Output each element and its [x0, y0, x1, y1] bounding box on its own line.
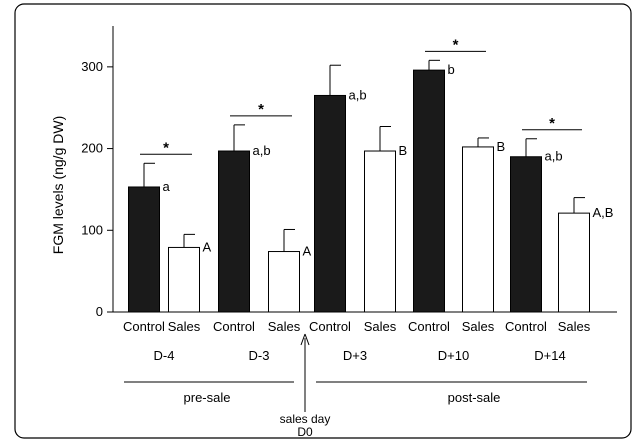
bar-control — [218, 150, 250, 313]
bar-letter: B — [399, 143, 408, 158]
bar-control — [128, 186, 160, 313]
x-category-label: Sales — [364, 319, 397, 334]
x-category-label: Sales — [558, 319, 591, 334]
outer-border — [14, 3, 632, 439]
y-axis-label: FGM levels (ng/g DW) — [50, 116, 66, 254]
sales-day-arrow-head — [300, 333, 310, 346]
y-tick-label: 200 — [81, 141, 103, 156]
bar-sales — [268, 251, 300, 313]
x-category-label: Sales — [462, 319, 495, 334]
bar-letter: a,b — [349, 87, 367, 102]
bar-letter: b — [448, 62, 455, 77]
significance-marker: * — [453, 36, 459, 53]
plot-area: 0 100 200 300 a Control A Sales D-4 a,b Control A Sa… — [81, 26, 617, 439]
bar-letter: a,b — [545, 149, 563, 164]
sales-day-label: sales day — [280, 412, 331, 426]
y-tick-label: 0 — [96, 304, 103, 319]
bar-control — [510, 156, 542, 313]
x-category-label: Control — [213, 319, 255, 334]
sales-day-sublabel: D0 — [297, 425, 313, 439]
bar-letter: A — [203, 239, 212, 254]
x-category-label: Control — [123, 319, 165, 334]
bar-letter: A — [303, 244, 312, 259]
x-category-label: Control — [408, 319, 450, 334]
x-category-label: Control — [505, 319, 547, 334]
x-group-label: D-4 — [154, 348, 175, 363]
bar-sales — [168, 246, 200, 313]
x-category-label: Sales — [268, 319, 301, 334]
bar-control — [314, 94, 346, 313]
bar-sales — [364, 150, 396, 313]
significance-marker: * — [258, 101, 264, 118]
x-group-label: D+14 — [534, 348, 565, 363]
y-tick-label: 300 — [81, 59, 103, 74]
bar-sales — [558, 212, 590, 313]
post-sale-label: post-sale — [448, 390, 501, 405]
bar-sales — [462, 146, 494, 313]
y-tick-label: 100 — [81, 222, 103, 237]
x-group-label: D+3 — [343, 348, 367, 363]
pre-sale-label: pre-sale — [184, 390, 231, 405]
x-group-label: D+10 — [438, 348, 469, 363]
significance-marker: * — [163, 139, 169, 156]
x-group-label: D-3 — [249, 348, 270, 363]
x-category-label: Sales — [168, 319, 201, 334]
bar-control — [413, 69, 445, 313]
x-category-label: Control — [309, 319, 351, 334]
significance-marker: * — [549, 115, 555, 132]
bar-letter: A,B — [593, 205, 614, 220]
bar-letter: B — [497, 139, 506, 154]
bar-letter: a — [163, 179, 171, 194]
bar-letter: a,b — [253, 143, 271, 158]
